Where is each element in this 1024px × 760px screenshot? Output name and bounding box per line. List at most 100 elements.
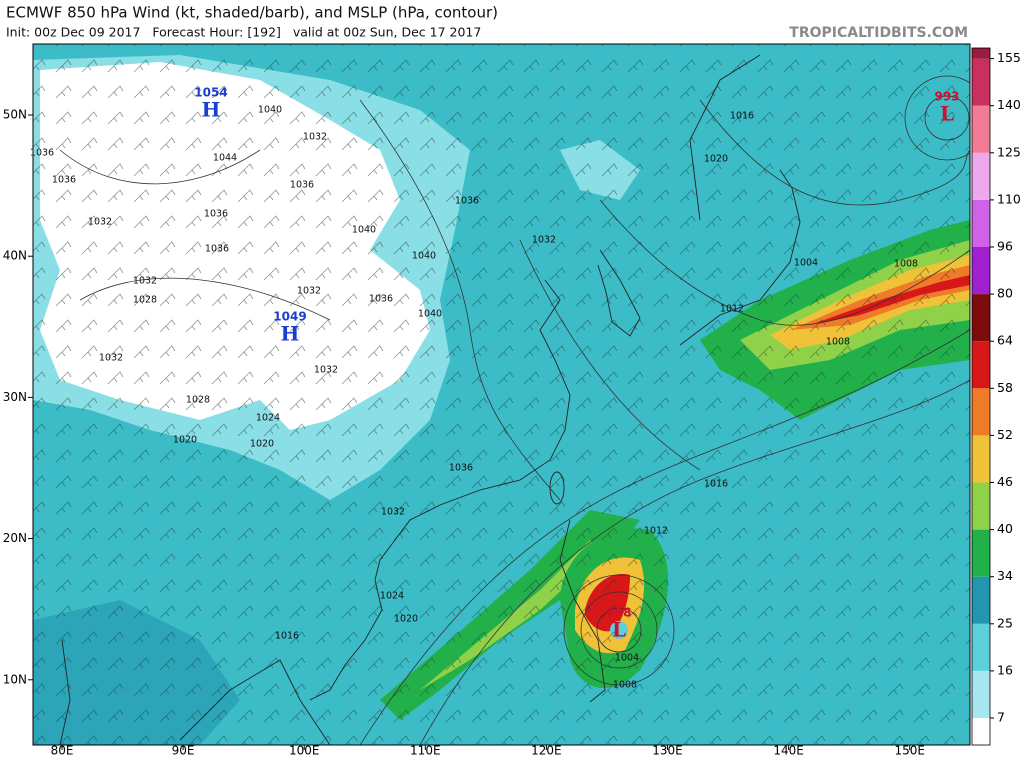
contour-label: 1020	[173, 435, 197, 446]
isobars	[59, 75, 970, 745]
colorbar-label: 80	[997, 286, 1013, 301]
lon-label: 140E	[773, 744, 804, 757]
colorbar-band	[972, 48, 990, 59]
contour-label: 1008	[613, 680, 637, 691]
colorbar-frame	[971, 47, 991, 746]
contour-label: 1036	[52, 175, 76, 186]
lat-label: 40N	[3, 249, 27, 263]
contour-label: 1036	[205, 244, 229, 255]
map-frame	[32, 43, 971, 746]
contour-label: 1036	[369, 294, 393, 305]
contour-label: 1040	[352, 225, 376, 236]
contour-label: 1024	[256, 413, 280, 424]
contour-label: 1032	[532, 235, 556, 246]
colorbar-label: 25	[997, 615, 1013, 630]
lat-label: 30N	[3, 390, 27, 404]
contour-label: 1040	[258, 105, 282, 116]
contour-label: 1036	[204, 209, 228, 220]
lon-label: 130E	[652, 744, 683, 757]
colorbar-band	[972, 529, 990, 577]
contour-label: 1036	[449, 463, 473, 474]
colorbar-label: 58	[997, 380, 1013, 395]
lon-label: 110E	[410, 744, 441, 757]
coastlines	[59, 54, 801, 745]
center-value: 1054	[194, 86, 227, 100]
contour-label: 1032	[314, 365, 338, 376]
colorbar-label: 64	[997, 333, 1013, 348]
contour-label: 1016	[275, 631, 299, 642]
source-credit: TROPICALTIDBITS.COM	[789, 25, 968, 41]
center-value: 998	[606, 606, 631, 620]
colorbar-label: 110	[997, 191, 1021, 206]
colorbar-band	[972, 341, 990, 389]
map-area	[33, 44, 970, 745]
colorbar-band	[972, 623, 990, 671]
colorbar-band	[972, 58, 990, 106]
colorbar-band	[972, 105, 990, 153]
map-subtitle: Init: 00z Dec 09 2017 Forecast Hour: [19…	[6, 25, 481, 40]
colorbar-label: 96	[997, 239, 1013, 254]
contour-label: 1012	[644, 526, 668, 537]
colorbar-band	[972, 670, 990, 718]
colorbar-band	[972, 294, 990, 342]
lon-label: 120E	[531, 744, 562, 757]
lon-label: 150E	[894, 744, 925, 757]
colorbar-label: 7	[997, 710, 1005, 725]
contour-label: 1020	[394, 614, 418, 625]
contour-label: 1040	[412, 251, 436, 262]
contour-label: 1032	[133, 276, 157, 287]
contour-label: 1004	[615, 653, 639, 664]
colorbar-label: 40	[997, 521, 1013, 536]
colorbar-band	[972, 576, 990, 624]
lon-label: 80E	[51, 744, 74, 757]
contour-label: 1036	[30, 148, 54, 159]
colorbar-band	[972, 388, 990, 436]
contour-label: 1032	[297, 286, 321, 297]
contour-label: 1044	[213, 153, 237, 164]
contour-label: 1040	[418, 309, 442, 320]
colorbar-label: 155	[997, 50, 1021, 65]
contour-label: 1036	[290, 180, 314, 191]
contour-label: 1016	[730, 111, 754, 122]
lon-label: 100E	[289, 744, 320, 757]
wind-barbs	[33, 44, 970, 745]
colorbar-band	[972, 482, 990, 530]
contour-label: 1020	[704, 154, 728, 165]
contour-label: 1028	[133, 295, 157, 306]
center-letter: H	[202, 98, 221, 122]
colorbar-label: 125	[997, 144, 1021, 159]
center-letter: L	[940, 102, 954, 126]
contour-label: 1016	[704, 479, 728, 490]
colorbar-label: 34	[997, 568, 1013, 583]
lon-label: 90E	[172, 744, 195, 757]
colorbar-band	[972, 718, 990, 745]
colorbar-band	[972, 435, 990, 483]
contour-label: 1032	[381, 507, 405, 518]
contour-label: 1036	[455, 196, 479, 207]
colorbar-band	[972, 152, 990, 200]
lat-label: 10N	[3, 672, 27, 686]
contour-label: 1008	[826, 337, 850, 348]
lat-label: 50N	[3, 108, 27, 122]
contour-label: 1032	[99, 353, 123, 364]
contour-label: 1028	[186, 395, 210, 406]
contour-label: 1032	[303, 132, 327, 143]
center-value: 1049	[273, 310, 306, 324]
center-value: 993	[934, 90, 959, 104]
contour-label: 1008	[894, 259, 918, 270]
colorbar-label: 140	[997, 97, 1021, 112]
map-title: ECMWF 850 hPa Wind (kt, shaded/barb), an…	[6, 4, 498, 22]
contour-label: 1012	[720, 304, 744, 315]
colorbar-band	[972, 199, 990, 247]
colorbar-label: 16	[997, 662, 1013, 677]
center-letter: L	[612, 618, 626, 642]
center-letter: H	[281, 322, 300, 346]
colorbar-label: 52	[997, 427, 1013, 442]
contour-label: 1020	[250, 439, 274, 450]
colorbar-label: 46	[997, 474, 1013, 489]
contour-label: 1004	[794, 258, 818, 269]
lat-label: 20N	[3, 531, 27, 545]
colorbar-band	[972, 247, 990, 295]
contour-label: 1032	[88, 217, 112, 228]
